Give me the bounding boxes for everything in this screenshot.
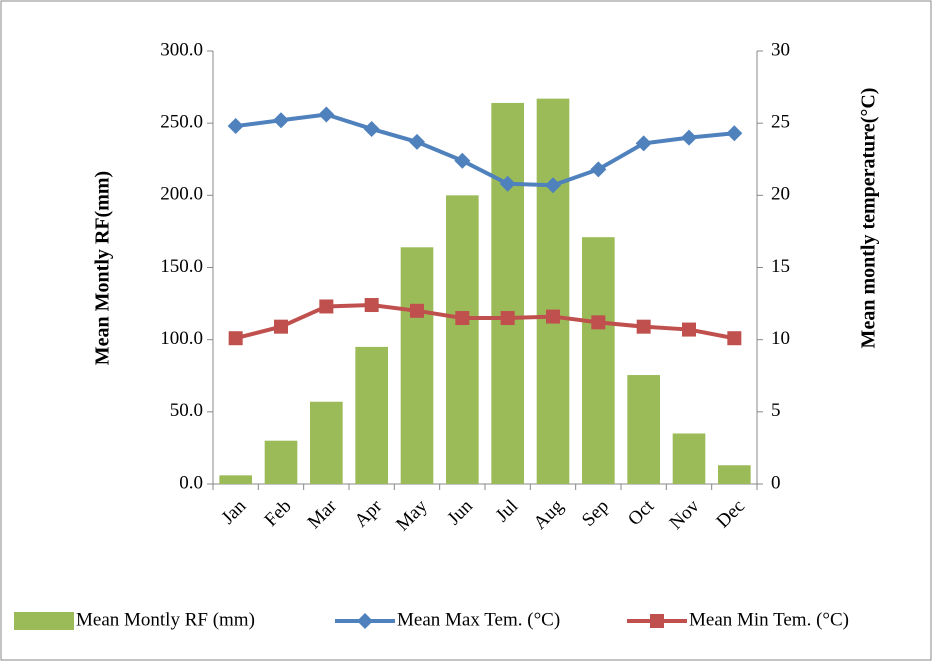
bar: [536, 98, 570, 484]
legend-label: Mean Min Tem. (°C): [689, 609, 849, 630]
y2-tick-label: 10: [771, 328, 790, 349]
marker: [591, 315, 606, 330]
legend-marker: [357, 613, 373, 629]
y-axis-title: Mean Montly RF(mm): [92, 171, 114, 365]
y2-axis-title: Mean montly temperature(°C): [858, 88, 880, 349]
bar: [446, 195, 479, 485]
marker: [636, 319, 651, 334]
y2-tick-label: 20: [771, 184, 790, 205]
legend-marker: [650, 614, 664, 628]
y-tick-label: 200.0: [160, 184, 203, 205]
y-tick-label: 0.0: [179, 472, 203, 493]
y-tick-label: 300.0: [160, 39, 203, 60]
legend-label: Mean Max Tem. (°C): [397, 609, 560, 630]
bar: [219, 475, 252, 484]
marker: [726, 125, 743, 142]
y-tick-label: 100.0: [160, 328, 203, 349]
legend-swatch: [14, 612, 74, 630]
bar: [400, 247, 434, 484]
marker: [227, 118, 244, 135]
marker: [727, 331, 742, 346]
marker: [364, 298, 379, 313]
bar: [355, 346, 388, 484]
bar: [264, 440, 298, 484]
marker: [409, 133, 425, 150]
bar: [491, 102, 524, 485]
bar: [718, 465, 751, 484]
marker: [274, 319, 288, 334]
marker: [499, 175, 516, 192]
marker: [545, 177, 561, 194]
y-tick-label: 250.0: [160, 112, 203, 133]
marker: [318, 106, 335, 123]
bar: [672, 433, 706, 484]
marker: [635, 135, 652, 152]
marker: [454, 152, 471, 169]
marker: [228, 331, 243, 346]
y-tick-label: 150.0: [160, 256, 203, 277]
legend-label: Mean Montly RF (mm): [76, 609, 255, 630]
marker: [590, 161, 607, 178]
marker: [363, 120, 380, 137]
y2-tick-label: 5: [771, 400, 781, 421]
y2-tick-label: 0: [771, 472, 781, 493]
bar: [627, 375, 660, 484]
marker: [546, 309, 560, 324]
marker: [410, 303, 424, 318]
y2-tick-label: 15: [771, 256, 790, 277]
bar: [310, 401, 343, 484]
y-tick-label: 50.0: [170, 400, 203, 421]
marker: [319, 299, 334, 314]
marker: [682, 322, 696, 337]
line: [235, 303, 735, 341]
marker: [273, 112, 289, 129]
line: [235, 112, 735, 188]
marker: [681, 129, 697, 146]
y2-tick-label: 25: [771, 112, 790, 133]
marker: [455, 311, 470, 326]
bar: [582, 237, 615, 484]
y2-tick-label: 30: [771, 39, 790, 60]
marker: [500, 311, 515, 326]
